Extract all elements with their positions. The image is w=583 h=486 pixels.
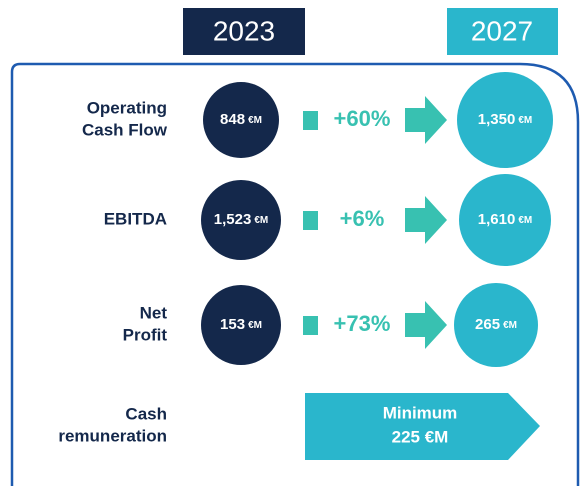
amount-value: 153: [220, 316, 245, 333]
amount-value: 848: [220, 111, 245, 128]
year-box: [183, 8, 305, 55]
row-label: remuneration: [58, 426, 167, 445]
row-label: Net: [140, 303, 168, 322]
circle-2023: [203, 82, 279, 158]
amount-value: 265: [475, 316, 500, 333]
remuneration-value: Minimum: [383, 403, 458, 422]
growth-arrow: [405, 96, 447, 144]
year: 2023: [213, 15, 275, 46]
circle-2023: [201, 285, 281, 365]
row-label: Cash Flow: [82, 120, 168, 139]
growth: +6%: [340, 206, 385, 231]
row-label: EBITDA: [104, 209, 167, 228]
circle-2027: [459, 174, 551, 266]
amount-unit: €M: [503, 320, 517, 331]
circle-2023: [201, 180, 281, 260]
amount: 1,350 €M: [478, 111, 532, 128]
amount: 265 €M: [475, 316, 517, 333]
growth-marker: [303, 211, 318, 230]
growth-arrow: [405, 196, 447, 244]
remuneration-value: 225 €M: [392, 427, 449, 446]
amount: 1,523 €M: [214, 211, 268, 228]
growth-marker: [303, 111, 318, 130]
growth-arrow: [405, 301, 447, 349]
amount-value: 1,610: [478, 211, 516, 228]
growth: +73%: [334, 311, 391, 336]
frame: [10, 62, 580, 486]
amount: 153 €M: [220, 316, 262, 333]
amount: 848 €M: [220, 111, 262, 128]
amount-unit: €M: [518, 215, 532, 226]
amount-unit: €M: [518, 115, 532, 126]
amount-unit: €M: [248, 115, 262, 126]
row-label: Cash: [125, 404, 167, 423]
row-label: Profit: [123, 325, 168, 344]
remuneration-arrow: [305, 393, 540, 460]
amount-unit: €M: [248, 320, 262, 331]
amount: 1,610 €M: [478, 211, 532, 228]
year: 2027: [471, 15, 533, 46]
row-label: Operating: [87, 98, 167, 117]
growth-marker: [303, 316, 318, 335]
year-box: [447, 8, 558, 55]
circle-2027: [457, 72, 553, 168]
circle-2027: [454, 283, 538, 367]
amount-value: 1,523: [214, 211, 252, 228]
growth: +60%: [334, 106, 391, 131]
amount-unit: €M: [254, 215, 268, 226]
amount-value: 1,350: [478, 111, 516, 128]
